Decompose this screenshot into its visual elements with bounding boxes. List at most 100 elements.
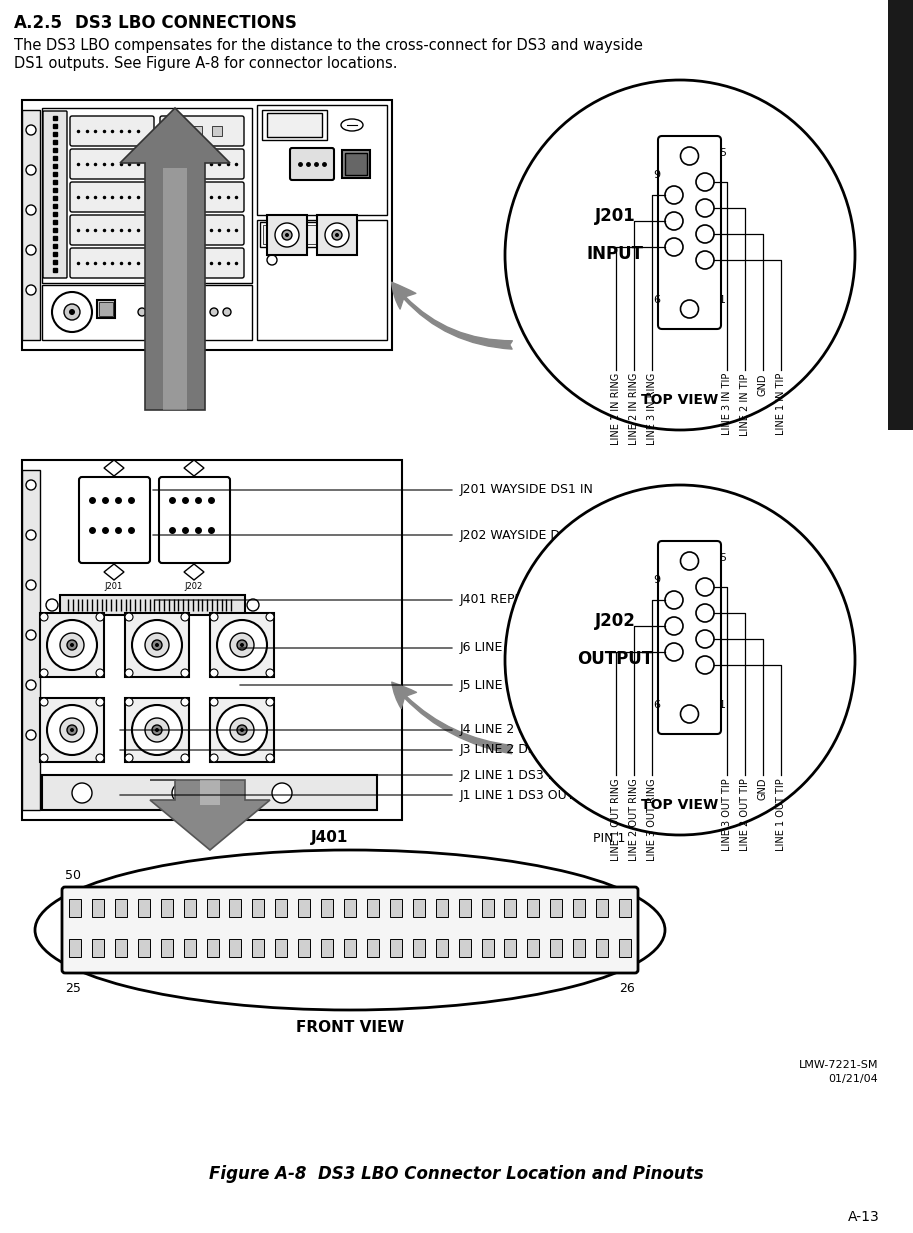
Bar <box>481 899 494 917</box>
Circle shape <box>26 530 36 540</box>
Ellipse shape <box>35 850 665 1010</box>
Bar <box>413 899 425 917</box>
Bar <box>138 899 150 917</box>
Bar <box>97 300 115 318</box>
Circle shape <box>237 640 247 650</box>
Circle shape <box>266 755 274 762</box>
Circle shape <box>151 308 159 316</box>
Bar <box>206 899 218 917</box>
FancyBboxPatch shape <box>160 248 244 277</box>
Circle shape <box>665 642 683 661</box>
Circle shape <box>52 292 92 332</box>
Text: TOP VIEW: TOP VIEW <box>641 798 719 813</box>
Text: J3 LINE 2 DS3 OUT: J3 LINE 2 DS3 OUT <box>460 743 575 757</box>
Bar <box>342 150 370 178</box>
Circle shape <box>247 599 259 612</box>
Bar <box>390 899 402 917</box>
Bar <box>551 940 562 957</box>
Bar <box>619 940 631 957</box>
Circle shape <box>155 642 159 647</box>
Text: LINE 1 IN TIP: LINE 1 IN TIP <box>776 374 786 435</box>
FancyBboxPatch shape <box>290 148 334 180</box>
Circle shape <box>272 783 292 803</box>
Bar <box>299 899 310 917</box>
Bar <box>275 940 288 957</box>
Bar <box>92 899 104 917</box>
Bar <box>596 940 608 957</box>
Text: DS3 LBO CONNECTIONS: DS3 LBO CONNECTIONS <box>75 14 297 32</box>
Polygon shape <box>184 460 204 476</box>
Bar <box>40 613 104 677</box>
FancyBboxPatch shape <box>658 541 721 734</box>
Bar <box>299 940 310 957</box>
FancyBboxPatch shape <box>70 116 154 145</box>
Text: J202: J202 <box>184 582 203 591</box>
Circle shape <box>696 173 714 191</box>
Circle shape <box>240 727 244 732</box>
FancyBboxPatch shape <box>160 116 244 145</box>
Bar <box>60 596 245 615</box>
Text: 25: 25 <box>65 981 81 995</box>
Circle shape <box>335 233 339 237</box>
Circle shape <box>240 642 244 647</box>
Bar <box>125 698 189 762</box>
Text: J6 LINE 3 DS3 IN: J6 LINE 3 DS3 IN <box>460 641 561 655</box>
Circle shape <box>325 223 349 247</box>
Text: LINE 3 IN RING: LINE 3 IN RING <box>647 374 657 445</box>
Circle shape <box>696 252 714 269</box>
FancyBboxPatch shape <box>70 248 154 277</box>
Text: J201 WAYSIDE DS1 IN: J201 WAYSIDE DS1 IN <box>460 483 593 497</box>
Circle shape <box>125 755 133 762</box>
FancyBboxPatch shape <box>70 149 154 179</box>
Text: J4 LINE 2 DS3 IN: J4 LINE 2 DS3 IN <box>460 724 561 736</box>
Bar <box>267 113 322 137</box>
Circle shape <box>67 725 77 735</box>
Text: LINE 1 OUT TIP: LINE 1 OUT TIP <box>776 778 786 851</box>
Bar <box>458 940 470 957</box>
Circle shape <box>96 755 104 762</box>
Polygon shape <box>163 168 187 411</box>
Bar <box>528 940 540 957</box>
Circle shape <box>26 580 36 591</box>
Circle shape <box>696 224 714 243</box>
Bar <box>42 285 252 340</box>
FancyBboxPatch shape <box>62 887 638 973</box>
Circle shape <box>237 725 247 735</box>
Circle shape <box>665 591 683 609</box>
Bar <box>252 899 265 917</box>
Circle shape <box>230 633 254 657</box>
Bar <box>345 153 367 175</box>
Circle shape <box>26 630 36 640</box>
Circle shape <box>70 727 74 732</box>
Circle shape <box>332 231 342 240</box>
Bar <box>260 222 320 247</box>
Circle shape <box>145 633 169 657</box>
Bar <box>367 899 379 917</box>
Circle shape <box>223 308 231 316</box>
Circle shape <box>40 613 48 621</box>
Bar <box>504 940 517 957</box>
Circle shape <box>696 199 714 217</box>
Circle shape <box>217 620 267 670</box>
Text: INPUT: INPUT <box>586 245 644 263</box>
Text: J2 LINE 1 DS3 IN: J2 LINE 1 DS3 IN <box>460 768 561 782</box>
Circle shape <box>152 640 162 650</box>
Bar <box>125 613 189 677</box>
Text: GND: GND <box>758 374 768 396</box>
Circle shape <box>267 255 277 265</box>
Circle shape <box>164 308 172 316</box>
Bar <box>262 110 327 141</box>
Circle shape <box>145 718 169 742</box>
Circle shape <box>172 783 192 803</box>
Circle shape <box>696 656 714 674</box>
Circle shape <box>60 718 84 742</box>
Bar <box>367 940 379 957</box>
Bar <box>115 940 127 957</box>
Circle shape <box>138 308 146 316</box>
Circle shape <box>47 620 97 670</box>
Bar <box>504 899 517 917</box>
Circle shape <box>67 640 77 650</box>
Circle shape <box>40 698 48 707</box>
Circle shape <box>60 633 84 657</box>
Circle shape <box>665 616 683 635</box>
